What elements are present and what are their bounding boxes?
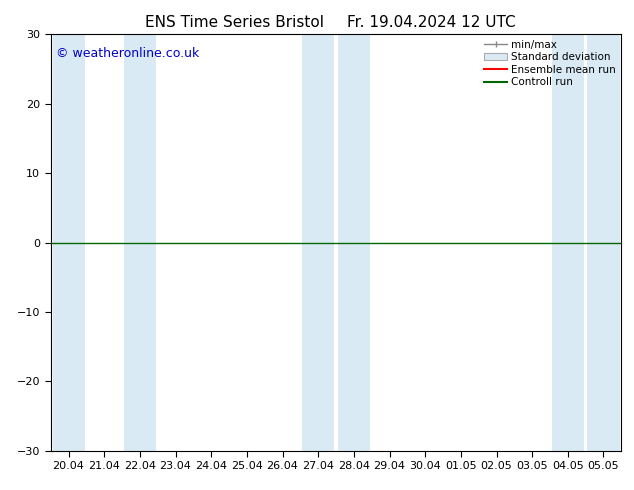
- Bar: [552, 34, 584, 451]
- Bar: [53, 34, 84, 451]
- Text: Fr. 19.04.2024 12 UTC: Fr. 19.04.2024 12 UTC: [347, 15, 515, 30]
- Text: ENS Time Series Bristol: ENS Time Series Bristol: [145, 15, 324, 30]
- Bar: [124, 34, 156, 451]
- Bar: [302, 34, 334, 451]
- Bar: [338, 34, 370, 451]
- Legend: min/max, Standard deviation, Ensemble mean run, Controll run: min/max, Standard deviation, Ensemble me…: [482, 37, 618, 89]
- Bar: [588, 34, 619, 451]
- Text: © weatheronline.co.uk: © weatheronline.co.uk: [56, 47, 200, 60]
